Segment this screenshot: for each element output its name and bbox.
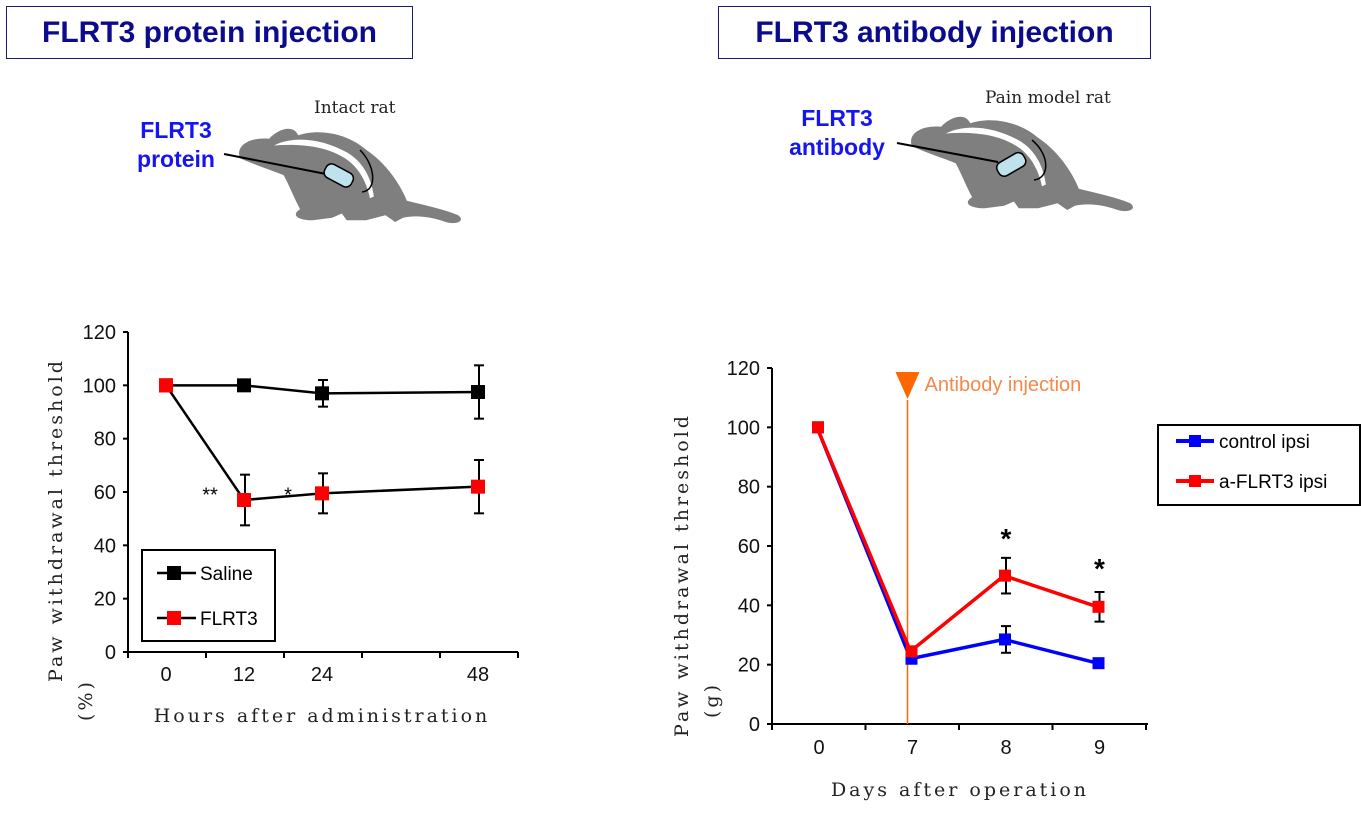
y-tick-label: 80 xyxy=(738,477,760,499)
significance-marker: * xyxy=(1094,553,1105,584)
legend-marker xyxy=(167,566,181,580)
event-triangle-icon xyxy=(895,372,920,399)
x-tick-label: 8 xyxy=(1000,737,1011,759)
data-point xyxy=(999,633,1011,646)
y-tick-label: 40 xyxy=(738,595,760,617)
legend-label: control ipsi xyxy=(1219,432,1310,453)
y-axis-unit: (%) xyxy=(75,679,97,721)
event-label: Antibody injection xyxy=(925,374,1082,396)
rat-label-pain: Pain model rat xyxy=(985,88,1111,108)
injection-label-antibody: FLRT3 antibody xyxy=(778,104,896,162)
legend-marker xyxy=(1189,475,1201,487)
injection-label-line1: FLRT3 xyxy=(140,117,212,143)
y-tick-label: 120 xyxy=(727,358,760,380)
chart-protein: 0 20 40 60 80 100 120 0 12 24 48 Hours after admini… xyxy=(45,322,519,727)
injection-label-line1: FLRT3 xyxy=(801,105,873,131)
series-line-flrt3 xyxy=(164,384,479,502)
x-tick-label: 0 xyxy=(813,737,824,759)
x-tick-label: 24 xyxy=(311,664,333,686)
data-point xyxy=(1092,657,1105,670)
syringe-icon xyxy=(223,149,374,193)
series-line xyxy=(815,426,1099,655)
legend-label: FLRT3 xyxy=(200,609,258,630)
y-tick-label: 40 xyxy=(94,535,116,557)
data-point-saline xyxy=(237,378,251,393)
legend-marker xyxy=(167,611,181,625)
injection-label-line2: protein xyxy=(137,146,215,172)
y-tick-label: 80 xyxy=(94,429,116,451)
legend-label: a-FLRT3 ipsi xyxy=(1219,472,1327,493)
x-tick-label: 12 xyxy=(233,664,255,686)
data-point xyxy=(812,421,824,434)
x-axis-label: Days after operation xyxy=(831,779,1089,801)
x-tick-label: 9 xyxy=(1094,737,1105,759)
y-tick-label: 100 xyxy=(727,417,760,439)
significance-marker: * xyxy=(284,484,292,506)
data-point-saline xyxy=(471,385,485,399)
injection-label-line2: antibody xyxy=(789,134,885,160)
data-point xyxy=(905,645,918,658)
y-tick-label: 60 xyxy=(94,482,116,504)
series-line xyxy=(815,426,1098,665)
injection-label-protein: FLRT3 protein xyxy=(128,116,224,174)
significance-marker: * xyxy=(1001,523,1012,554)
legend-box xyxy=(141,549,276,642)
y-tick-label: 120 xyxy=(83,322,116,344)
legend-marker xyxy=(1189,435,1201,447)
significance-marker: ** xyxy=(202,484,218,506)
data-point-flrt3 xyxy=(315,486,329,501)
y-axis-unit: (g) xyxy=(701,682,723,718)
y-tick-label: 20 xyxy=(94,589,116,611)
data-point-flrt3 xyxy=(471,479,485,494)
legend-label: Saline xyxy=(200,564,253,585)
rat-label-intact: Intact rat xyxy=(314,98,396,118)
y-tick-label: 100 xyxy=(83,375,116,397)
syringe-icon xyxy=(896,139,1047,181)
panel-title-antibody: FLRT3 antibody injection xyxy=(718,6,1151,59)
data-point-flrt3 xyxy=(237,493,251,507)
data-point xyxy=(999,569,1011,582)
y-axis-label: Paw withdrawal threshold xyxy=(671,413,693,737)
x-tick-label: 7 xyxy=(907,737,918,759)
x-axis-label: Hours after administration xyxy=(154,705,491,727)
x-tick-label: 48 xyxy=(467,664,489,686)
y-tick-label: 0 xyxy=(749,714,760,736)
series-line-saline xyxy=(166,384,479,395)
panel-title-protein: FLRT3 protein injection xyxy=(6,6,413,59)
y-tick-label: 20 xyxy=(738,655,760,677)
x-tick-label: 0 xyxy=(160,664,171,686)
data-point xyxy=(1092,600,1105,613)
y-tick-label: 60 xyxy=(738,536,760,558)
y-axis-label: Paw withdrawal threshold xyxy=(45,358,67,682)
data-point-saline xyxy=(315,386,329,401)
y-tick-label: 0 xyxy=(105,642,116,664)
data-point-flrt3 xyxy=(159,378,173,393)
